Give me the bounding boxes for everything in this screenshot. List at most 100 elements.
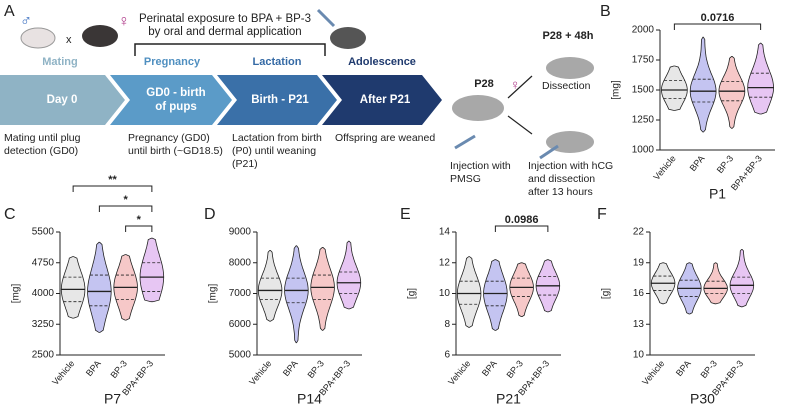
violin xyxy=(718,56,746,129)
cross-symbol: x xyxy=(66,34,72,46)
significance-bracket xyxy=(673,23,762,30)
phase-step: of pups xyxy=(155,101,197,113)
x-tick-label: BP-3 xyxy=(504,358,525,380)
phase-desc: Mating until plug xyxy=(4,132,81,144)
y-tick-label: 14 xyxy=(439,227,451,238)
violin xyxy=(310,247,335,331)
chevron xyxy=(217,75,337,125)
step-desc: and dissection xyxy=(528,173,595,185)
phase-step: After P21 xyxy=(360,94,411,106)
x-tick-label: BP-3 xyxy=(715,153,736,175)
x-tick-label: Vehicle xyxy=(247,358,273,387)
panel-label: C xyxy=(4,206,16,223)
x-tick-label: Vehicle xyxy=(651,153,677,182)
panel-label: B xyxy=(600,3,611,20)
timepoint: P28 xyxy=(474,78,494,90)
significance-bracket xyxy=(494,225,549,232)
violin xyxy=(747,42,775,115)
phase-desc: detection (GD0) xyxy=(4,145,78,157)
significance-label: * xyxy=(137,214,142,226)
parent-mice xyxy=(20,25,118,49)
x-tick-label: BPA xyxy=(281,358,300,378)
phase-name: Lactation xyxy=(253,56,302,68)
y-tick-label: 4750 xyxy=(32,257,55,268)
phase-name: Pregnancy xyxy=(144,56,201,68)
exposure-mouse xyxy=(316,8,366,49)
violin xyxy=(336,240,362,310)
y-tick-label: 22 xyxy=(633,227,645,238)
x-tick-label: Vehicle xyxy=(640,358,666,387)
chart-title: P1 xyxy=(709,186,726,202)
y-tick-label: 13 xyxy=(633,319,645,330)
panel-label: E xyxy=(400,206,411,223)
y-tick-label: 9000 xyxy=(229,227,252,238)
x-tick-label: BP-3 xyxy=(305,358,326,380)
y-tick-label: 10 xyxy=(439,288,451,299)
y-tick-label: 2000 xyxy=(632,25,655,36)
step-desc: after 13 hours xyxy=(528,186,593,198)
step-desc: Injection with xyxy=(450,160,511,172)
y-tick-label: 7000 xyxy=(229,288,252,299)
y-tick-label: 5500 xyxy=(32,227,55,238)
x-tick-label: Vehicle xyxy=(50,358,76,387)
step-desc: Dissection xyxy=(542,80,591,92)
y-axis-label: [mg] xyxy=(208,284,219,304)
phase-step: GD0 - birth xyxy=(146,87,205,99)
exposure-bracket xyxy=(134,43,326,56)
x-tick-label: BP-3 xyxy=(108,358,129,380)
violin xyxy=(689,36,717,133)
chevron xyxy=(110,75,232,125)
significance-label: 0.0986 xyxy=(505,214,539,226)
x-tick-label: BPA xyxy=(84,358,103,378)
violin xyxy=(729,249,755,308)
significance-bracket xyxy=(125,225,153,232)
y-axis-label: [g] xyxy=(601,288,612,299)
female-symbol: ♀ xyxy=(510,77,521,93)
significance-label: 0.0716 xyxy=(701,12,735,24)
y-tick-label: 6 xyxy=(444,350,450,361)
y-tick-label: 6000 xyxy=(229,319,252,330)
phase-desc: Pregnancy (GD0) xyxy=(128,132,210,144)
y-tick-label: 1500 xyxy=(632,85,655,96)
chart-title: P7 xyxy=(104,391,121,407)
y-tick-label: 1250 xyxy=(632,115,655,126)
significance-label: ** xyxy=(108,174,117,186)
violin xyxy=(139,237,165,303)
y-tick-label: 5000 xyxy=(229,350,252,361)
y-tick-label: 16 xyxy=(633,288,645,299)
chart-title: P21 xyxy=(496,391,521,407)
x-tick-label: BPA xyxy=(480,358,499,378)
male-symbol: ♂ xyxy=(20,13,32,30)
violin xyxy=(87,241,112,333)
violin xyxy=(703,262,728,305)
y-tick-label: 10 xyxy=(633,350,645,361)
phase-desc: (P21) xyxy=(232,158,258,170)
x-tick-label: Vehicle xyxy=(446,358,472,387)
y-tick-label: 3250 xyxy=(32,319,55,330)
significance-bracket xyxy=(72,185,153,192)
chevron xyxy=(0,75,125,125)
timepoint: P28 + 48h xyxy=(542,30,593,42)
phase-desc: Offspring are weaned xyxy=(335,132,435,144)
phase-name: Adolescence xyxy=(348,56,416,68)
x-tick-label: BPA xyxy=(674,358,693,378)
significance-label: * xyxy=(123,194,128,206)
panel-label: A xyxy=(4,3,15,20)
female-symbol: ♀ xyxy=(118,13,130,30)
y-tick-label: 12 xyxy=(439,257,451,268)
y-tick-label: 4000 xyxy=(32,288,55,299)
phase-desc: until birth (~GD18.5) xyxy=(128,145,223,157)
exposure-text: Perinatal exposure to BPA + BP-3 xyxy=(139,13,311,25)
significance-bracket xyxy=(98,205,153,212)
y-tick-label: 1000 xyxy=(632,145,655,156)
y-tick-label: 8 xyxy=(444,319,450,330)
violin xyxy=(257,250,283,322)
phase-desc: Lactation from birth xyxy=(232,132,322,144)
phase-desc: (P0) until weaning xyxy=(232,145,316,157)
phase-step: Day 0 xyxy=(47,94,78,106)
violin xyxy=(483,259,508,331)
y-tick-label: 2500 xyxy=(32,350,55,361)
y-axis-label: [g] xyxy=(407,288,418,299)
y-tick-label: 8000 xyxy=(229,257,252,268)
